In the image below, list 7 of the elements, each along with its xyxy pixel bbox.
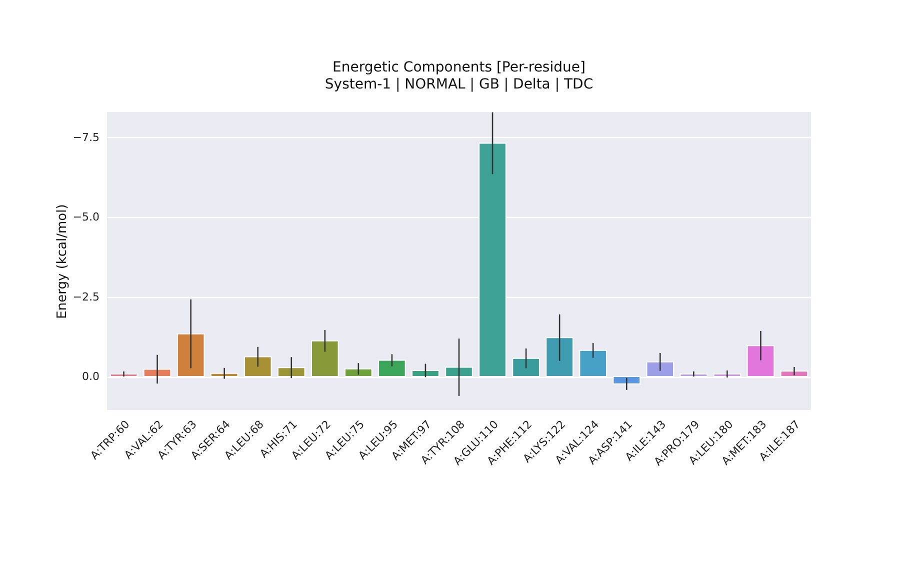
y-tick-label: 0.0	[82, 370, 100, 384]
chart-title: Energetic Components [Per-residue]	[332, 60, 586, 76]
y-tick-label: −5.0	[72, 210, 100, 224]
y-axis-title: Energy (kcal/mol)	[54, 204, 70, 319]
y-tick-label: −7.5	[72, 130, 100, 144]
y-tick-label: −2.5	[72, 290, 100, 304]
chart-subtitle: System-1 | NORMAL | GB | Delta | TDC	[324, 76, 594, 93]
